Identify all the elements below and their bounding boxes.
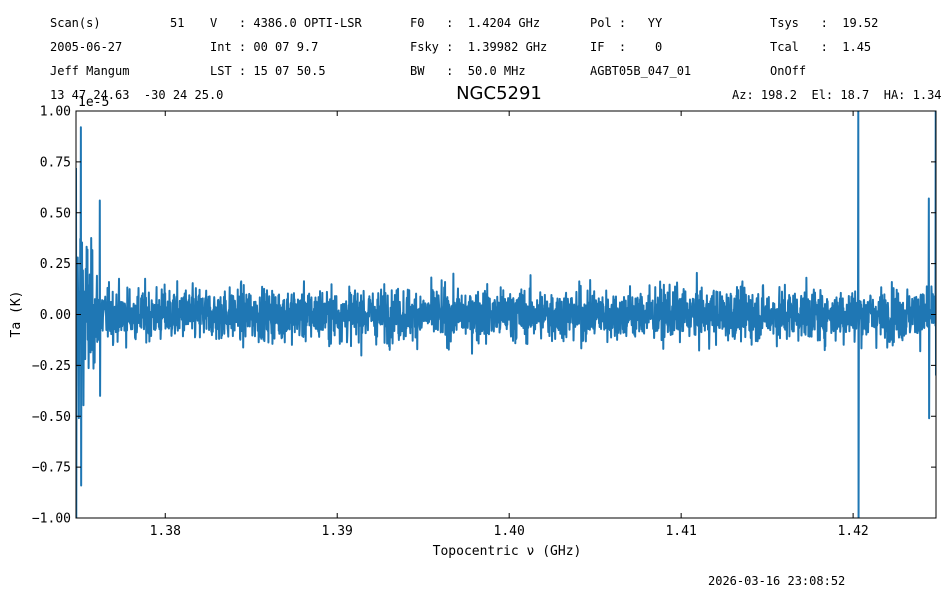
x-tick-label: 1.41: [665, 524, 696, 539]
header-bw: BW : 50.0 MHz: [410, 64, 526, 78]
y-axis-ticks: 1.00 0.75 0.50 0.25 0.00 −0.25 −0.50 −0.75 −1.00: [32, 105, 936, 527]
plot-area: [76, 111, 936, 518]
y-multiplier-label: 1e-5: [78, 95, 109, 110]
y-tick-label: 1.00: [40, 105, 71, 120]
header-project: AGBT05B_047_01: [590, 64, 692, 78]
y-tick-label: −0.25: [32, 359, 71, 374]
header-if: IF : 0: [590, 40, 663, 54]
y-tick-label: −1.00: [32, 512, 71, 527]
header-date: 2005-06-27: [50, 40, 123, 54]
header-procedure: OnOff: [770, 64, 807, 78]
header-int: Int : 00 07 9.7: [210, 40, 319, 54]
y-tick-label: −0.50: [32, 410, 71, 425]
header-f0: F0 : 1.4204 GHz: [410, 16, 541, 30]
footer-timestamp: 2026-03-16 23:08:52: [708, 574, 846, 588]
x-tick-label: 1.42: [837, 524, 868, 539]
y-tick-label: 0.50: [40, 206, 71, 221]
y-axis-label: Ta (K): [9, 291, 24, 338]
spectrum-series-line: [76, 111, 936, 518]
header-observer: Jeff Mangum: [50, 64, 130, 78]
x-tick-label: 1.39: [322, 524, 353, 539]
header-scan-number: 51: [170, 16, 185, 30]
x-tick-label: 1.40: [494, 524, 525, 539]
header-azel: Az: 198.2 El: 18.7 HA: 1.34: [732, 88, 942, 102]
x-tick-label: 1.38: [150, 524, 181, 539]
header-pol: Pol : YY: [590, 16, 663, 30]
header-lst: LST : 15 07 50.5: [210, 64, 326, 78]
y-tick-label: −0.75: [32, 461, 71, 476]
y-tick-label: 0.75: [40, 155, 71, 170]
header-velocity: V : 4386.0 OPTI-LSR: [210, 16, 362, 30]
x-axis-label: Topocentric ν (GHz): [433, 544, 582, 559]
header-tsys: Tsys : 19.52: [770, 16, 879, 30]
header-fsky: Fsky : 1.39982 GHz: [410, 40, 548, 54]
chart-title: NGC5291: [456, 83, 542, 104]
y-tick-label: 0.25: [40, 257, 71, 272]
header-tcal: Tcal : 1.45: [770, 40, 872, 54]
x-axis-ticks: 1.38 1.39 1.40 1.41 1.42: [150, 111, 869, 539]
header-coordinates: 13 47 24.63 -30 24 25.0: [50, 88, 224, 102]
y-tick-label: 0.00: [40, 308, 71, 323]
header-scan-label: Scan(s): [50, 16, 101, 30]
